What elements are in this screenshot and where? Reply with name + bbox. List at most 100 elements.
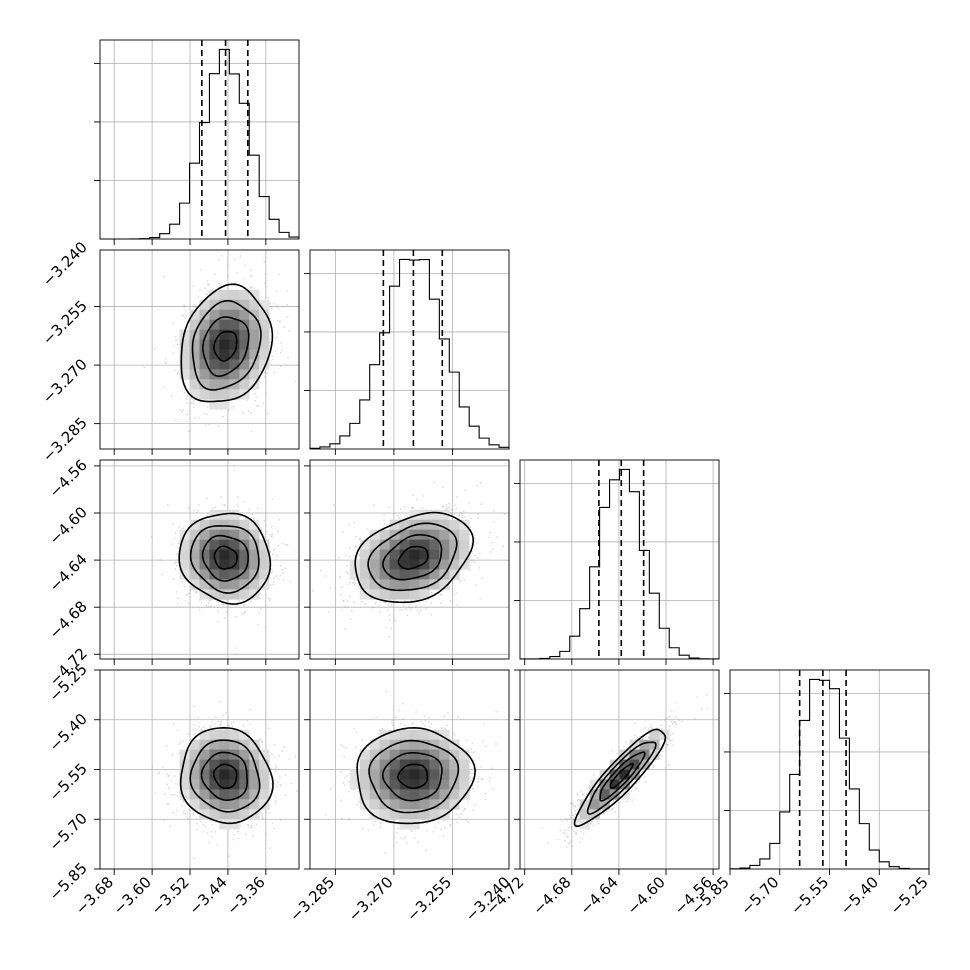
density-cell xyxy=(199,369,210,380)
sample-point xyxy=(470,542,473,544)
sample-point xyxy=(259,608,262,610)
sample-point xyxy=(396,514,399,517)
sample-point xyxy=(450,512,453,515)
sample-point xyxy=(195,306,197,308)
sample-point xyxy=(490,551,492,553)
sample-point xyxy=(178,526,181,528)
sample-point xyxy=(182,527,185,530)
sample-point xyxy=(267,296,270,299)
sample-point xyxy=(266,372,269,375)
sample-point xyxy=(267,727,270,730)
density-cell xyxy=(209,519,220,530)
sample-point xyxy=(176,794,179,797)
sample-point xyxy=(420,609,422,611)
sample-point xyxy=(459,580,462,583)
hist-panel-0 xyxy=(94,39,300,245)
sample-point xyxy=(233,469,236,471)
sample-point xyxy=(249,275,252,277)
sample-point xyxy=(187,602,190,604)
sample-point xyxy=(332,503,335,506)
density-cell xyxy=(199,349,210,360)
sample-point xyxy=(271,535,273,538)
density-cell xyxy=(239,309,250,320)
sample-point xyxy=(175,783,177,785)
sample-point xyxy=(243,612,246,614)
density-cell xyxy=(219,299,230,310)
hist-steps-0 xyxy=(100,48,300,240)
density-cell xyxy=(359,579,370,590)
density-cell xyxy=(199,329,210,340)
sample-point xyxy=(203,412,206,415)
sample-point xyxy=(172,321,175,324)
sample-point xyxy=(493,509,495,512)
sample-point xyxy=(346,600,349,603)
sample-point xyxy=(237,837,240,840)
sample-point xyxy=(194,590,197,592)
sample-point xyxy=(273,371,276,374)
sample-point xyxy=(374,603,376,605)
sample-point xyxy=(270,525,273,528)
sample-point xyxy=(274,764,277,767)
sample-point xyxy=(233,833,236,836)
density-cell xyxy=(179,569,190,580)
density-cell xyxy=(379,589,390,600)
density-cell xyxy=(209,399,220,410)
sample-point xyxy=(208,600,211,602)
sample-point xyxy=(474,584,477,586)
density-cell xyxy=(209,359,220,370)
sample-point xyxy=(272,553,274,556)
sample-point xyxy=(473,561,476,564)
sample-point xyxy=(469,525,472,528)
sample-point xyxy=(183,306,186,308)
sample-point xyxy=(260,526,262,529)
sample-point xyxy=(429,602,432,604)
sample-point xyxy=(259,744,262,747)
density-cell xyxy=(179,349,190,360)
sample-point xyxy=(341,531,344,534)
sample-point xyxy=(354,582,357,585)
sample-point xyxy=(242,412,244,415)
sample-point xyxy=(412,506,415,509)
density-cell xyxy=(239,339,250,350)
sample-point xyxy=(250,412,252,414)
sample-point xyxy=(257,404,260,407)
density-cell xyxy=(189,539,200,550)
density-cell xyxy=(349,569,361,580)
density-cell xyxy=(219,399,230,410)
density-cell xyxy=(189,369,200,380)
sample-point xyxy=(357,553,360,556)
density-cell xyxy=(419,539,430,550)
density-cell xyxy=(209,589,220,600)
density-cell xyxy=(439,539,450,550)
sample-point xyxy=(320,569,322,572)
hist-frame xyxy=(99,39,300,240)
contour-1 xyxy=(213,330,238,362)
density-cell xyxy=(179,539,190,550)
sample-point xyxy=(278,273,280,276)
sample-point xyxy=(153,348,156,350)
sample-point xyxy=(224,728,227,731)
sample-point xyxy=(275,554,278,557)
sample-point xyxy=(364,603,367,605)
density-cell xyxy=(409,549,420,560)
density-cell xyxy=(219,529,230,540)
density-cell xyxy=(429,559,440,570)
sample-point xyxy=(270,782,273,785)
sample-point xyxy=(237,505,240,508)
sample-point xyxy=(273,548,276,550)
density-cell xyxy=(409,559,420,570)
sample-point xyxy=(206,497,209,500)
sample-point xyxy=(216,606,219,609)
sample-point xyxy=(217,610,219,613)
density-cell xyxy=(379,569,390,580)
sample-point xyxy=(250,430,253,433)
density-cell xyxy=(199,539,210,550)
sample-point xyxy=(206,406,209,409)
sample-point xyxy=(239,257,241,259)
sample-point xyxy=(280,365,282,368)
density-cell xyxy=(229,579,240,590)
sample-point xyxy=(174,335,177,338)
sample-point xyxy=(271,571,273,574)
contour-2 xyxy=(382,534,443,581)
density-cell xyxy=(189,519,200,530)
